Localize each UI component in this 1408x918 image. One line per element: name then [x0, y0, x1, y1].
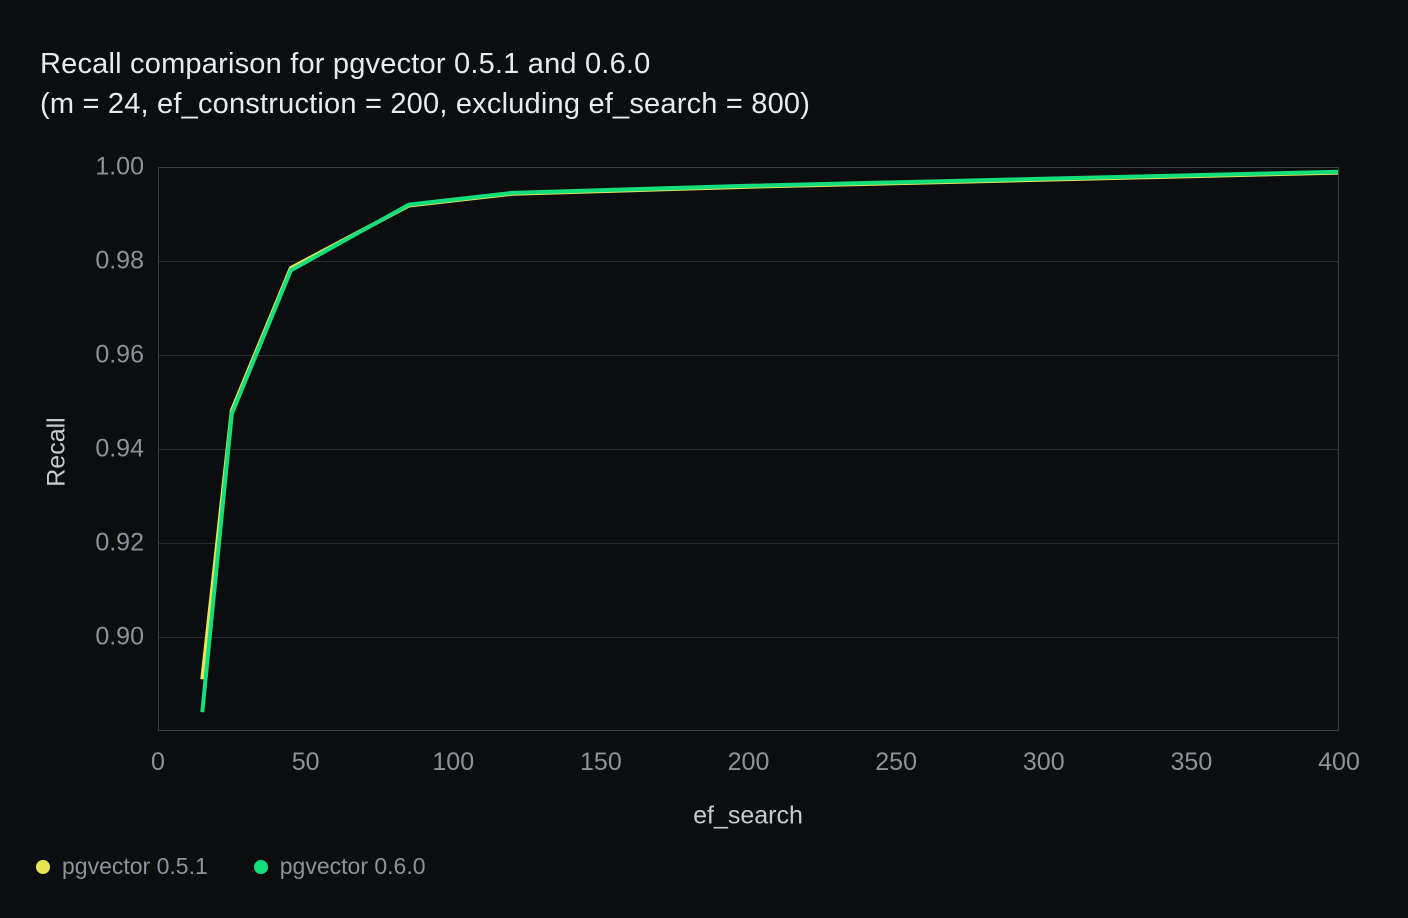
plot-area [158, 167, 1339, 731]
y-tick-label: 0.92 [95, 528, 144, 557]
y-tick-label: 1.00 [95, 152, 144, 181]
y-tick-label: 0.96 [95, 340, 144, 369]
x-tick-label: 100 [432, 748, 475, 776]
x-tick-label: 300 [1022, 748, 1065, 776]
legend-item-pgvector-0-5-1: pgvector 0.5.1 [36, 853, 208, 880]
x-tick-label: 150 [580, 748, 622, 776]
x-tick-label: 250 [875, 748, 917, 776]
series-line-pgvector-0-5-1 [200, 170, 1339, 680]
chart-subtitle: (m = 24, ef_construction = 200, excludin… [40, 88, 811, 120]
chart-title-block: Recall comparison for pgvector 0.5.1 and… [40, 44, 810, 124]
x-axis-title: ef_search [693, 801, 803, 830]
x-tick-label: 50 [291, 748, 320, 776]
y-tick-label: 0.94 [95, 434, 144, 463]
legend-label: pgvector 0.6.0 [279, 853, 426, 879]
x-tick-label: 350 [1170, 748, 1213, 776]
x-tick-label: 400 [1318, 748, 1360, 776]
x-tick-label: 200 [727, 748, 770, 776]
y-tick-label: 0.98 [95, 246, 144, 275]
legend-marker-icon [253, 859, 268, 874]
legend: pgvector 0.5.1 pgvector 0.6.0 [36, 853, 426, 880]
series-line-pgvector-0-6-0 [200, 169, 1339, 713]
legend-item-pgvector-0-6-0: pgvector 0.6.0 [253, 853, 426, 880]
y-tick-label: 0.90 [95, 622, 144, 651]
legend-label: pgvector 0.5.1 [62, 853, 208, 879]
plot-border [158, 167, 1339, 731]
x-tick-label: 0 [151, 748, 165, 776]
chart-title: Recall comparison for pgvector 0.5.1 and… [40, 48, 651, 80]
legend-marker-icon [36, 859, 50, 874]
